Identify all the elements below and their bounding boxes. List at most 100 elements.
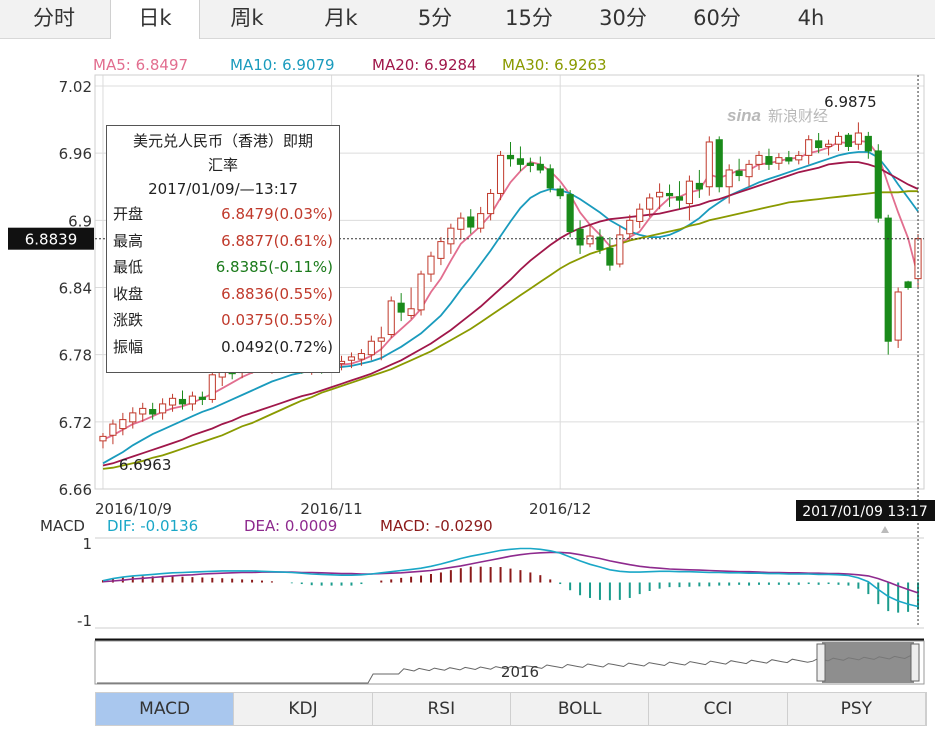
candle[interactable]: [626, 214, 634, 241]
candle[interactable]: [596, 229, 604, 254]
candle[interactable]: [864, 131, 872, 159]
tab-indicator-4[interactable]: CCI: [649, 693, 788, 725]
scroll-up-icon: [881, 526, 889, 533]
candle[interactable]: [109, 419, 117, 445]
candle-body: [526, 162, 534, 166]
candle[interactable]: [665, 184, 674, 207]
tooltip-row: 振幅 0.0492(0.72%): [107, 334, 339, 361]
candle[interactable]: [367, 335, 375, 361]
candle[interactable]: [188, 391, 197, 411]
candle[interactable]: [834, 131, 843, 151]
candle[interactable]: [99, 433, 107, 449]
candle[interactable]: [854, 122, 862, 150]
candle[interactable]: [516, 146, 525, 172]
candle[interactable]: [824, 139, 833, 156]
tab-period-2[interactable]: 周k: [230, 6, 264, 30]
candle[interactable]: [705, 136, 713, 196]
candle[interactable]: [397, 293, 405, 322]
candle[interactable]: [884, 214, 892, 355]
candle[interactable]: [725, 164, 733, 204]
navigator-handle-right[interactable]: [910, 643, 920, 682]
candle[interactable]: [805, 135, 813, 165]
candle[interactable]: [417, 270, 425, 316]
candle[interactable]: [616, 225, 624, 268]
candle[interactable]: [904, 280, 912, 290]
candle[interactable]: [656, 183, 664, 210]
candle[interactable]: [487, 188, 495, 221]
candles[interactable]: [99, 122, 922, 449]
candle[interactable]: [745, 159, 753, 187]
candle[interactable]: [198, 391, 206, 406]
candle[interactable]: [536, 156, 544, 174]
candle[interactable]: [347, 352, 356, 369]
candle[interactable]: [675, 181, 684, 210]
candle[interactable]: [785, 150, 793, 165]
candle[interactable]: [795, 150, 803, 165]
tab-period-0[interactable]: 分时: [33, 6, 75, 30]
candle-body: [795, 154, 803, 161]
candle[interactable]: [526, 157, 534, 173]
tab-indicator-5[interactable]: PSY: [787, 693, 926, 725]
candle[interactable]: [685, 175, 693, 221]
candle[interactable]: [496, 150, 505, 201]
candle[interactable]: [894, 287, 902, 348]
candle[interactable]: [159, 398, 167, 420]
candle-body: [576, 228, 584, 246]
candle[interactable]: [606, 237, 614, 271]
candle[interactable]: [129, 407, 137, 429]
candle[interactable]: [506, 141, 515, 167]
candle[interactable]: [715, 136, 723, 193]
candle[interactable]: [427, 251, 435, 282]
candle[interactable]: [208, 371, 216, 403]
tab-period-7[interactable]: 60分: [693, 6, 741, 30]
candle[interactable]: [149, 402, 157, 420]
candle[interactable]: [765, 148, 773, 170]
candle[interactable]: [477, 206, 485, 233]
candle[interactable]: [407, 287, 415, 319]
tab-period-1[interactable]: 日k: [110, 0, 200, 39]
candle[interactable]: [586, 224, 594, 248]
range-navigator[interactable]: 2016: [94, 638, 925, 685]
candle[interactable]: [467, 209, 475, 234]
candle[interactable]: [447, 223, 455, 254]
tab-period-8[interactable]: 4h: [797, 6, 825, 30]
candle-body: [854, 132, 862, 145]
candle-body: [844, 134, 853, 147]
candle[interactable]: [775, 153, 783, 170]
candle[interactable]: [357, 349, 365, 366]
tab-period-3[interactable]: 月k: [324, 6, 358, 30]
crosshair-date-label: 2017/01/09 13:17: [802, 504, 928, 520]
candle[interactable]: [377, 326, 385, 361]
candle[interactable]: [815, 133, 823, 154]
candle[interactable]: [168, 393, 177, 412]
candle[interactable]: [457, 212, 465, 240]
tab-indicator-0[interactable]: MACD: [96, 693, 235, 725]
tab-period-5[interactable]: 15分: [505, 6, 553, 30]
tab-indicator-3[interactable]: BOLL: [511, 693, 650, 725]
candle[interactable]: [178, 390, 187, 410]
candle[interactable]: [119, 412, 127, 436]
candle-body: [824, 143, 833, 147]
candle[interactable]: [556, 185, 564, 200]
navigator-handle-left[interactable]: [816, 643, 826, 682]
candle[interactable]: [139, 402, 147, 422]
candle[interactable]: [576, 220, 584, 254]
tab-period-4[interactable]: 5分: [417, 6, 453, 30]
candle[interactable]: [874, 144, 882, 223]
candle[interactable]: [844, 133, 853, 151]
tab-indicator-2[interactable]: RSI: [372, 693, 511, 725]
candle[interactable]: [546, 164, 554, 193]
candle[interactable]: [636, 203, 644, 229]
candle[interactable]: [437, 237, 445, 266]
candle[interactable]: [646, 193, 654, 217]
navigator-selection[interactable]: [822, 642, 914, 683]
tab-period-6[interactable]: 30分: [599, 6, 647, 30]
tab-indicator-1[interactable]: KDJ: [234, 693, 373, 725]
candle[interactable]: [566, 190, 574, 238]
crosshair-price-box: [8, 227, 94, 250]
candle[interactable]: [735, 158, 743, 182]
candle[interactable]: [695, 169, 703, 198]
candle[interactable]: [755, 150, 763, 170]
candle[interactable]: [387, 296, 395, 338]
